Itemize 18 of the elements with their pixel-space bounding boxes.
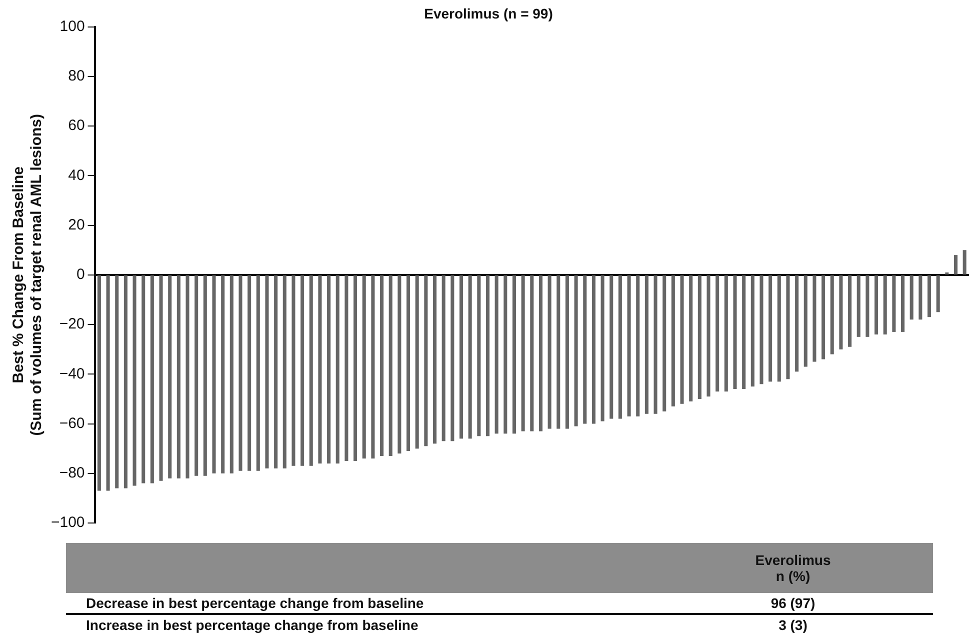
y-tick-label: 40 — [68, 166, 85, 184]
text: Decrease in best percentage change from baseline — [66, 593, 653, 614]
y-tick-label: −60 — [59, 414, 85, 432]
y-tick-label: 0 — [76, 266, 85, 284]
y-tick-label: −100 — [50, 514, 85, 532]
y-tick-label: 100 — [60, 18, 85, 35]
y-tick-label: 80 — [68, 68, 85, 85]
y-tick-label: 20 — [68, 216, 85, 234]
y-tick-label: −40 — [59, 365, 85, 382]
y-tick-label: 60 — [68, 117, 85, 134]
text: 3 (3) — [778, 616, 808, 635]
chart-title: Everolimus (n = 99) — [424, 5, 553, 22]
text: Increase in best percentage change from baseline — [85, 616, 420, 635]
y-tick-label: −80 — [59, 464, 85, 482]
text: 96 (97) — [653, 593, 933, 614]
y-tick-label: −20 — [59, 316, 85, 333]
y-axis-title: Best % Change From Baseline (Sum of volumes of target renal AML lesions) — [10, 114, 46, 436]
text: Everolimus n (%) — [653, 543, 933, 593]
